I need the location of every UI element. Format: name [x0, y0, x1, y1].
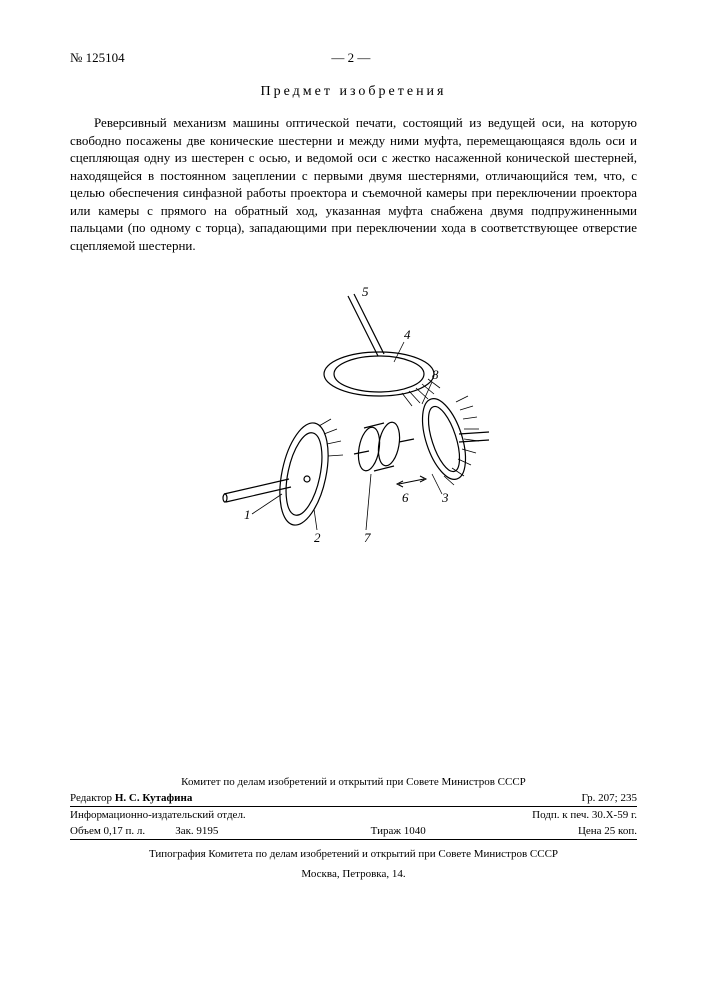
footer-price: Цена 25 коп.: [578, 825, 637, 837]
callout-4: 4: [404, 327, 411, 342]
callout-5: 5: [362, 284, 369, 299]
footer-dept: Информационно-издательский отдел.: [70, 809, 246, 821]
callout-1: 1: [244, 507, 251, 522]
document-number: № 125104: [70, 50, 125, 66]
footer-tirage: Тираж 1040: [371, 825, 426, 837]
footer-editor-row: Редактор Н. С. Кутафина Гр. 207; 235: [70, 790, 637, 806]
callout-8: 8: [432, 367, 439, 382]
callout-6: 6: [402, 490, 409, 505]
callout-3: 3: [441, 490, 449, 505]
header-spacer: [577, 50, 637, 66]
footer-order: Зак. 9195: [175, 825, 218, 837]
mechanism-svg: 1 2 3 4 5 6 7 8: [204, 284, 504, 564]
callout-2: 2: [314, 530, 321, 545]
footer-group: Гр. 207; 235: [582, 792, 637, 804]
body-paragraph: Реверсивный механизм машины оптической п…: [70, 114, 637, 254]
footer-print-row: Объем 0,17 п. л. Зак. 9195 Тираж 1040 Це…: [70, 823, 637, 840]
footer-editor: Редактор Н. С. Кутафина: [70, 792, 192, 804]
footer-block: Комитет по делам изобретений и открытий …: [70, 776, 637, 880]
footer-typography2: Москва, Петровка, 14.: [70, 868, 637, 880]
callout-7: 7: [364, 530, 371, 545]
footer-volume: Объем 0,17 п. л.: [70, 825, 145, 837]
footer-typography1: Типография Комитета по делам изобретений…: [70, 848, 637, 860]
header-row: № 125104 — 2 —: [70, 50, 637, 66]
footer-sign-date: Подп. к печ. 30.X-59 г.: [532, 809, 637, 821]
page-content: № 125104 — 2 — Предмет изобретения Ревер…: [0, 0, 707, 624]
footer-committee: Комитет по делам изобретений и открытий …: [70, 776, 637, 788]
page-number: — 2 —: [331, 50, 370, 66]
section-title: Предмет изобретения: [70, 84, 637, 100]
figure-diagram: 1 2 3 4 5 6 7 8: [70, 264, 637, 584]
footer-dept-row: Информационно-издательский отдел. Подп. …: [70, 806, 637, 823]
